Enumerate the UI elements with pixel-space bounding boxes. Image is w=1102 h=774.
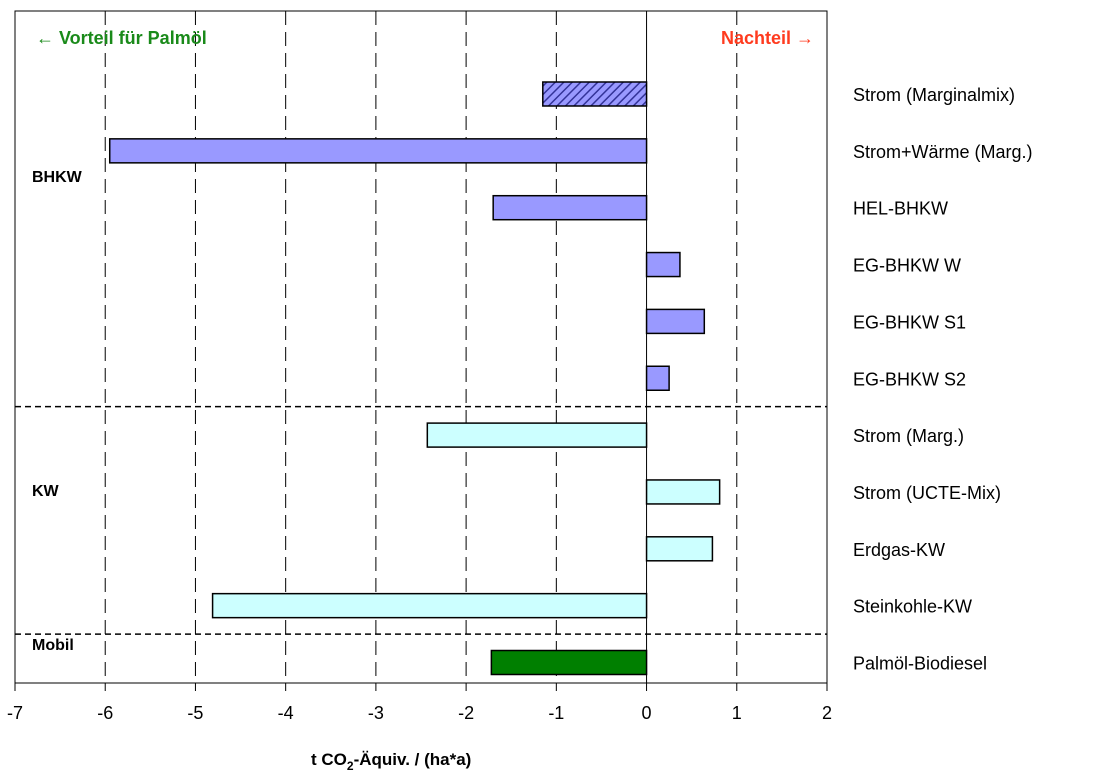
group-labels: BHKW KW Mobil — [32, 169, 83, 654]
category-label: Steinkohle-KW — [853, 597, 972, 617]
category-label: Erdgas-KW — [853, 540, 945, 560]
x-tick-label: -7 — [7, 703, 23, 723]
x-tick-label: -3 — [368, 703, 384, 723]
bar — [490, 649, 648, 676]
group-label: BHKW — [32, 169, 83, 186]
x-tick-label: -2 — [458, 703, 474, 723]
x-axis-title-subscript: 2 — [347, 759, 354, 773]
group-label: KW — [32, 483, 60, 500]
group-separators — [15, 405, 827, 635]
category-labels: Strom (Marginalmix) Strom+Wärme (Marg.) HE… — [853, 85, 1033, 674]
x-tick-label: -5 — [187, 703, 203, 723]
category-label: Palmöl-Biodiesel — [853, 654, 987, 674]
bars — [108, 81, 721, 676]
x-axis: -7 -6 -5 -4 -3 -2 -1 0 1 2 — [7, 683, 832, 723]
plot-area — [14, 10, 828, 684]
bar — [542, 81, 648, 107]
x-tick-label: -4 — [278, 703, 294, 723]
category-label: Strom (Marginalmix) — [853, 85, 1015, 105]
x-axis-title: t CO2-Äquiv. / (ha*a) — [311, 750, 471, 773]
bar — [645, 308, 706, 335]
bar — [492, 194, 648, 221]
x-axis-title-main: t CO — [311, 750, 347, 769]
category-label: HEL-BHKW — [853, 199, 948, 219]
bar — [645, 365, 670, 391]
x-tick-label: 1 — [732, 703, 742, 723]
header-right-label: Nachteil → — [721, 28, 814, 48]
gridlines — [104, 11, 738, 683]
group-label: Mobil — [32, 637, 74, 654]
x-tick-label: -6 — [97, 703, 113, 723]
category-label: EG-BHKW S2 — [853, 369, 966, 389]
category-label: EG-BHKW S1 — [853, 312, 966, 332]
bar — [645, 536, 714, 562]
category-label: Strom (Marg.) — [853, 426, 964, 446]
bar — [108, 138, 648, 164]
bar — [211, 592, 648, 619]
bar — [645, 479, 721, 505]
category-label: Strom+Wärme (Marg.) — [853, 142, 1033, 162]
category-label: Strom (UCTE-Mix) — [853, 483, 1001, 503]
x-tick-label: 0 — [642, 703, 652, 723]
x-tick-label: -1 — [548, 703, 564, 723]
bar — [645, 251, 681, 278]
category-label: EG-BHKW W — [853, 256, 961, 276]
x-tick-label: 2 — [822, 703, 832, 723]
x-axis-title-rest: -Äquiv. / (ha*a) — [354, 750, 472, 769]
header-left-label: ← Vorteil für Palmöl — [36, 28, 207, 48]
bar — [426, 422, 648, 448]
